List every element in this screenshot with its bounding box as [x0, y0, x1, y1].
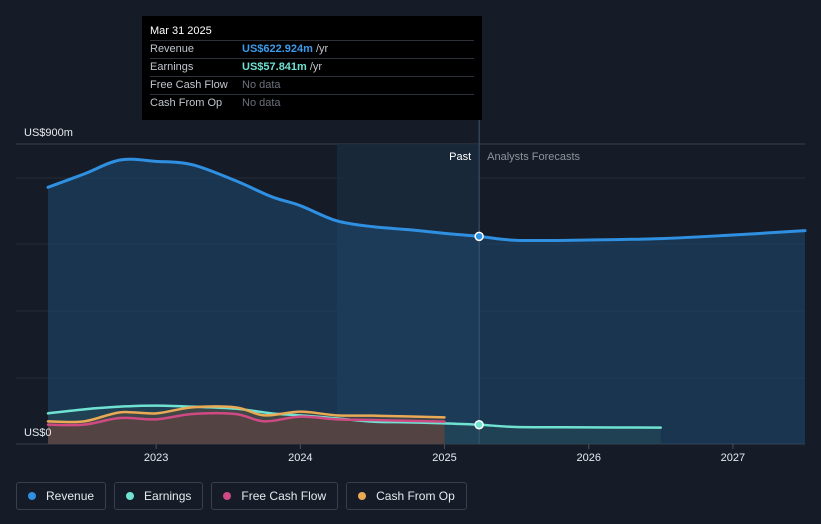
tooltip-row-revenue: Revenue US$622.924m /yr	[150, 41, 474, 59]
tooltip-row-earnings: Earnings US$57.841m /yr	[150, 59, 474, 77]
legend-item-earnings[interactable]: Earnings	[114, 482, 204, 510]
x-tick-label: 2027	[721, 452, 745, 464]
tooltip-label: Cash From Op	[150, 97, 223, 109]
tooltip-row-free-cash-flow: Free Cash Flow No data	[150, 77, 474, 95]
legend-dot-icon	[28, 492, 36, 500]
tooltip-value: No data	[242, 97, 281, 109]
tooltip-value: US$57.841m	[242, 61, 307, 73]
legend-item-cash-from-op[interactable]: Cash From Op	[346, 482, 467, 510]
revenue-area	[48, 159, 805, 444]
legend-label: Earnings	[144, 489, 192, 503]
legend-dot-icon	[126, 492, 135, 500]
legend-item-revenue[interactable]: Revenue	[16, 482, 107, 510]
legend-label: Cash From Op	[376, 489, 455, 503]
earnings-highlight-point	[474, 419, 484, 430]
cash-from-op-line	[46, 405, 446, 424]
x-tick-label: 2025	[432, 452, 456, 464]
x-tick-label: 2026	[576, 452, 600, 464]
x-tick-label: 2023	[144, 452, 168, 464]
tooltip-label: Revenue	[150, 43, 195, 55]
past-label: Past	[449, 151, 471, 163]
legend: Revenue Earnings Free Cash Flow Cash Fro…	[16, 482, 467, 510]
x-axis-ticks: 2023 2024 2025 2026 2027	[144, 444, 745, 464]
highlight-points	[474, 231, 484, 430]
legend-dot-icon	[358, 492, 367, 500]
revenue-highlight-point	[474, 231, 484, 242]
revenue-line	[46, 157, 807, 243]
legend-label: Free Cash Flow	[241, 489, 327, 503]
chart: US$900m US$0 Past Analysts Forecasts 202…	[16, 120, 807, 464]
tooltip-label: Earnings	[150, 61, 194, 73]
series-lines	[46, 157, 807, 429]
tooltip-label: Free Cash Flow	[150, 79, 228, 91]
tooltip-unit: /yr	[315, 43, 329, 55]
forecast-label: Analysts Forecasts	[487, 151, 580, 163]
series-areas	[48, 159, 805, 444]
free-cash-flow-line	[46, 411, 446, 427]
tooltip-unit: /yr	[309, 61, 323, 73]
y-axis-bottom-label: US$0	[24, 427, 52, 439]
tooltip-value: No data	[242, 79, 281, 91]
x-tick-label: 2024	[288, 452, 312, 464]
legend-label: Revenue	[46, 489, 95, 503]
y-axis-top-label: US$900m	[24, 127, 73, 139]
legend-item-free-cash-flow[interactable]: Free Cash Flow	[211, 482, 339, 510]
legend-dot-icon	[223, 492, 232, 500]
free-cash-flow-area	[48, 413, 445, 444]
tooltip-value: US$622.924m	[242, 43, 313, 55]
tooltip: Mar 31 2025 Revenue US$622.924m /yr Earn…	[142, 16, 482, 120]
tooltip-date: Mar 31 2025	[150, 22, 474, 41]
tooltip-row-cash-from-op: Cash From Op No data	[150, 95, 474, 112]
